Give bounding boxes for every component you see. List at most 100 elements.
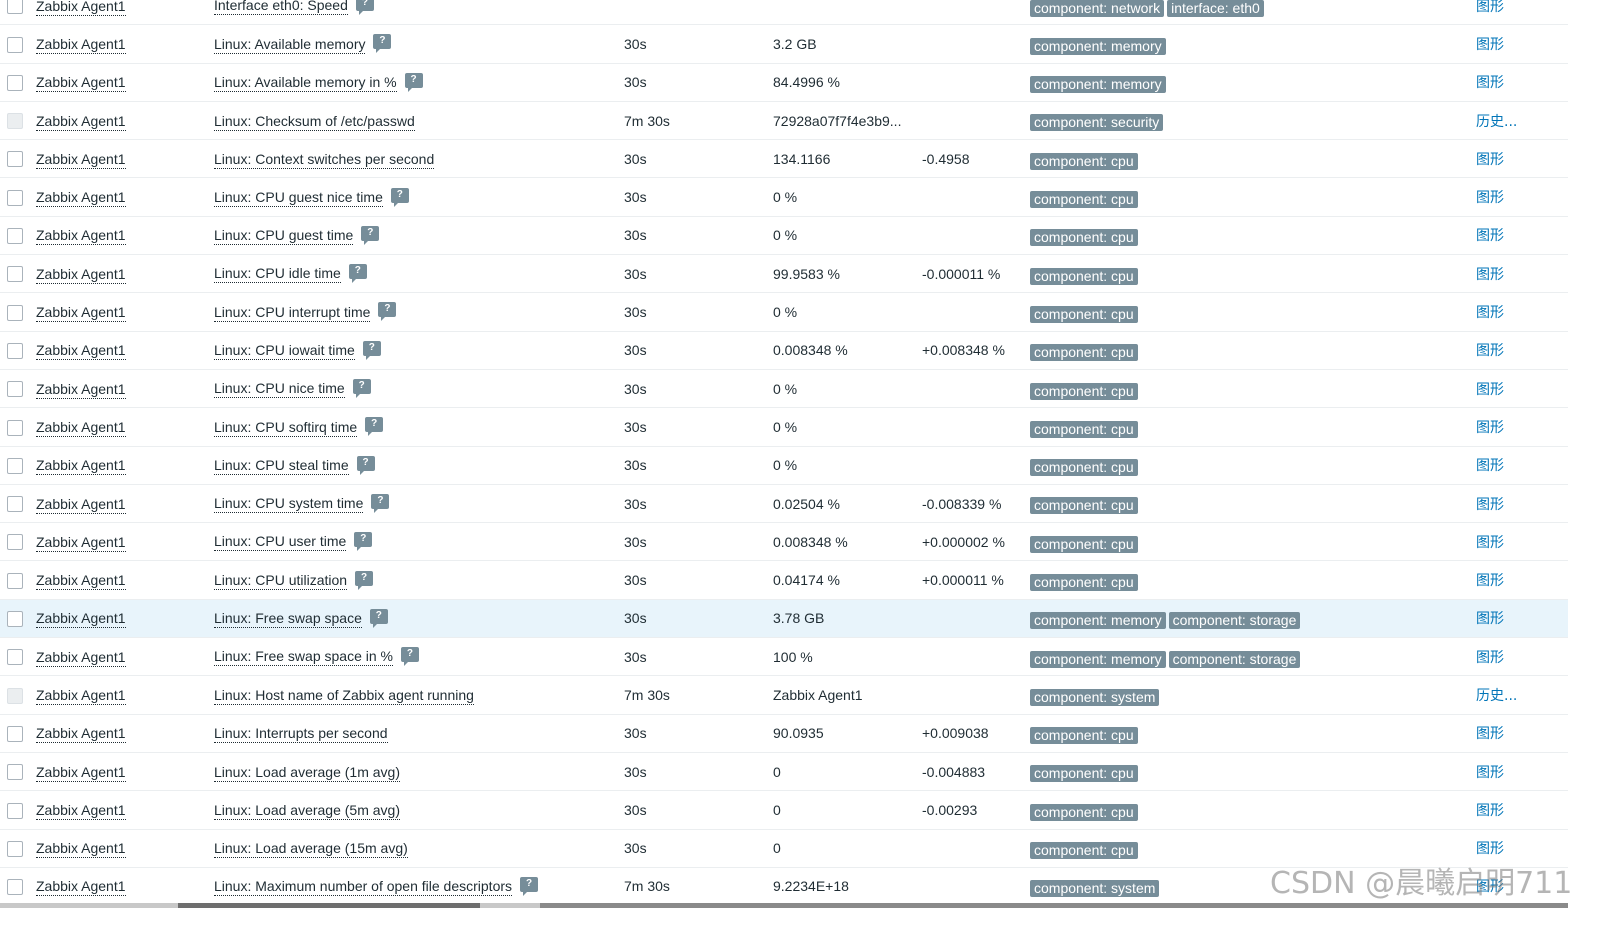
host-link[interactable]: Zabbix Agent1 — [36, 265, 126, 284]
help-hint-icon[interactable]: ? — [361, 225, 380, 245]
help-hint-icon[interactable]: ? — [354, 532, 373, 552]
tag-badge[interactable]: component: cpu — [1030, 497, 1138, 515]
graph-link[interactable]: 图形 — [1476, 305, 1504, 322]
graph-link[interactable]: 图形 — [1476, 764, 1504, 781]
table-row[interactable]: Zabbix Agent1 Linux: CPU system time? 30s 0… — [0, 484, 1568, 524]
tag-badge[interactable]: component: cpu — [1030, 191, 1138, 209]
graph-link[interactable]: 图形 — [1476, 841, 1504, 858]
row-select-checkbox[interactable] — [7, 572, 23, 589]
tag-badge[interactable]: component: system — [1030, 880, 1160, 898]
item-name-link[interactable]: Linux: Load average (1m avg) — [214, 763, 400, 782]
host-link[interactable]: Zabbix Agent1 — [36, 840, 126, 859]
item-name-link[interactable]: Linux: Available memory — [214, 35, 366, 54]
item-name-link[interactable]: Linux: CPU user time — [214, 533, 347, 552]
item-name-link[interactable]: Linux: CPU softirq time — [214, 418, 358, 437]
host-link[interactable]: Zabbix Agent1 — [36, 418, 126, 437]
graph-link[interactable]: 图形 — [1476, 381, 1504, 398]
help-hint-icon[interactable]: ? — [352, 379, 371, 399]
table-row[interactable]: Zabbix Agent1 Linux: Available memory in … — [0, 63, 1568, 102]
graph-link[interactable]: 图形 — [1476, 190, 1504, 207]
table-row[interactable]: Zabbix Agent1 Linux: Available memory? 30s… — [0, 24, 1568, 64]
row-select-checkbox[interactable] — [7, 649, 23, 666]
help-hint-icon[interactable]: ? — [369, 608, 388, 628]
history-link[interactable]: 历史... — [1476, 113, 1518, 130]
help-hint-icon[interactable]: ? — [356, 455, 375, 475]
graph-link[interactable]: 图形 — [1476, 266, 1504, 283]
table-row[interactable]: Zabbix Agent1 Linux: CPU user time? 30s 0.0… — [0, 522, 1568, 562]
graph-link[interactable]: 图形 — [1476, 802, 1504, 819]
tag-badge[interactable]: component: system — [1030, 688, 1160, 706]
item-name-link[interactable]: Linux: CPU interrupt time — [214, 303, 371, 322]
history-link[interactable]: 历史... — [1476, 687, 1518, 704]
host-link[interactable]: Zabbix Agent1 — [36, 686, 126, 705]
graph-link[interactable]: 图形 — [1476, 151, 1504, 168]
table-row[interactable]: Zabbix Agent1 Linux: Free swap space in %… — [0, 637, 1568, 677]
host-link[interactable]: Zabbix Agent1 — [36, 380, 126, 399]
table-row[interactable]: Zabbix Agent1 Linux: Load average (15m av… — [0, 829, 1568, 868]
item-name-link[interactable]: Linux: Available memory in % — [214, 73, 397, 92]
table-row[interactable]: Zabbix Agent1 Linux: CPU interrupt time? 3… — [0, 292, 1568, 332]
tag-badge[interactable]: component: cpu — [1030, 574, 1138, 591]
tag-badge[interactable]: component: cpu — [1030, 459, 1138, 477]
host-link[interactable]: Zabbix Agent1 — [36, 150, 126, 169]
help-hint-icon[interactable]: ? — [404, 72, 423, 92]
row-select-checkbox[interactable] — [7, 611, 23, 628]
tag-badge[interactable]: component: cpu — [1030, 842, 1138, 860]
host-link[interactable]: Zabbix Agent1 — [36, 227, 126, 246]
table-row[interactable]: Zabbix Agent1 Linux: CPU guest nice time?… — [0, 177, 1568, 217]
host-link[interactable]: Zabbix Agent1 — [36, 648, 126, 667]
table-row[interactable]: Zabbix Agent1 Linux: CPU iowait time? 30s 0… — [0, 331, 1568, 370]
host-link[interactable]: Zabbix Agent1 — [36, 112, 126, 131]
graph-link[interactable]: 图形 — [1476, 573, 1504, 590]
table-row[interactable]: Zabbix Agent1 Linux: CPU utilization? 30s 0… — [0, 560, 1568, 600]
help-hint-icon[interactable]: ? — [348, 264, 367, 284]
row-select-checkbox[interactable] — [7, 36, 23, 53]
table-row[interactable]: Zabbix Agent1 Linux: CPU idle time? 30s 99.… — [0, 254, 1568, 294]
item-name-link[interactable]: Linux: Free swap space — [214, 610, 362, 628]
tag-badge[interactable]: component: memory — [1030, 37, 1166, 55]
graph-link[interactable]: 图形 — [1476, 879, 1504, 896]
tag-badge[interactable]: component: network — [1030, 0, 1165, 17]
host-link[interactable]: Zabbix Agent1 — [36, 0, 126, 16]
table-row[interactable]: Zabbix Agent1 Interface eth0: Speed? compo… — [0, 0, 1568, 26]
item-name-link[interactable]: Linux: CPU idle time — [214, 265, 341, 284]
row-select-checkbox[interactable] — [7, 74, 23, 91]
item-name-link[interactable]: Linux: CPU utilization — [214, 571, 348, 590]
row-select-checkbox[interactable] — [7, 304, 23, 321]
table-row[interactable]: Zabbix Agent1 Linux: CPU nice time? 30s 0 %… — [0, 369, 1568, 409]
graph-link[interactable]: 图形 — [1476, 726, 1504, 743]
help-hint-icon[interactable]: ? — [390, 187, 409, 207]
table-row[interactable]: Zabbix Agent1 Linux: CPU guest time? 30s 0 … — [0, 216, 1568, 256]
help-hint-icon[interactable]: ? — [355, 570, 374, 590]
table-row[interactable]: Zabbix Agent1 Linux: Context switches per… — [0, 139, 1568, 179]
tag-badge[interactable]: component: cpu — [1030, 344, 1138, 362]
graph-link[interactable]: 图形 — [1476, 649, 1504, 666]
horizontal-scrollbar-thumb[interactable] — [178, 903, 480, 908]
table-row[interactable]: Zabbix Agent1 Linux: Maximum number of op… — [0, 867, 1568, 907]
table-row[interactable]: Zabbix Agent1 Linux: Load average (1m avg… — [0, 752, 1568, 792]
host-link[interactable]: Zabbix Agent1 — [36, 457, 126, 476]
tag-badge[interactable]: component: memory — [1030, 612, 1166, 630]
graph-link[interactable]: 图形 — [1476, 36, 1504, 53]
row-select-checkbox[interactable] — [7, 725, 23, 742]
tag-badge[interactable]: component: cpu — [1030, 152, 1138, 170]
tag-badge[interactable]: component: storage — [1168, 612, 1301, 630]
row-select-checkbox[interactable] — [7, 457, 23, 474]
item-name-link[interactable]: Linux: Host name of Zabbix agent running — [214, 686, 474, 705]
item-name-link[interactable]: Linux: CPU guest nice time — [214, 188, 383, 207]
tag-badge[interactable]: component: cpu — [1030, 229, 1138, 247]
host-link[interactable]: Zabbix Agent1 — [36, 610, 126, 629]
item-name-link[interactable]: Linux: Load average (15m avg) — [214, 840, 408, 859]
table-row[interactable]: Zabbix Agent1 Linux: Interrupts per secon… — [0, 714, 1568, 753]
host-link[interactable]: Zabbix Agent1 — [36, 304, 126, 323]
row-select-checkbox[interactable] — [7, 228, 23, 245]
graph-link[interactable]: 图形 — [1476, 611, 1504, 628]
graph-link[interactable]: 图形 — [1476, 534, 1504, 551]
tag-badge[interactable]: component: memory — [1030, 650, 1166, 668]
row-select-checkbox[interactable] — [7, 879, 23, 896]
help-hint-icon[interactable]: ? — [362, 340, 381, 360]
item-name-link[interactable]: Linux: Interrupts per second — [214, 725, 388, 744]
row-select-checkbox[interactable] — [7, 496, 23, 513]
item-name-link[interactable]: Linux: CPU guest time — [214, 227, 354, 246]
table-row[interactable]: Zabbix Agent1 Linux: CPU steal time? 30s 0 … — [0, 446, 1568, 485]
